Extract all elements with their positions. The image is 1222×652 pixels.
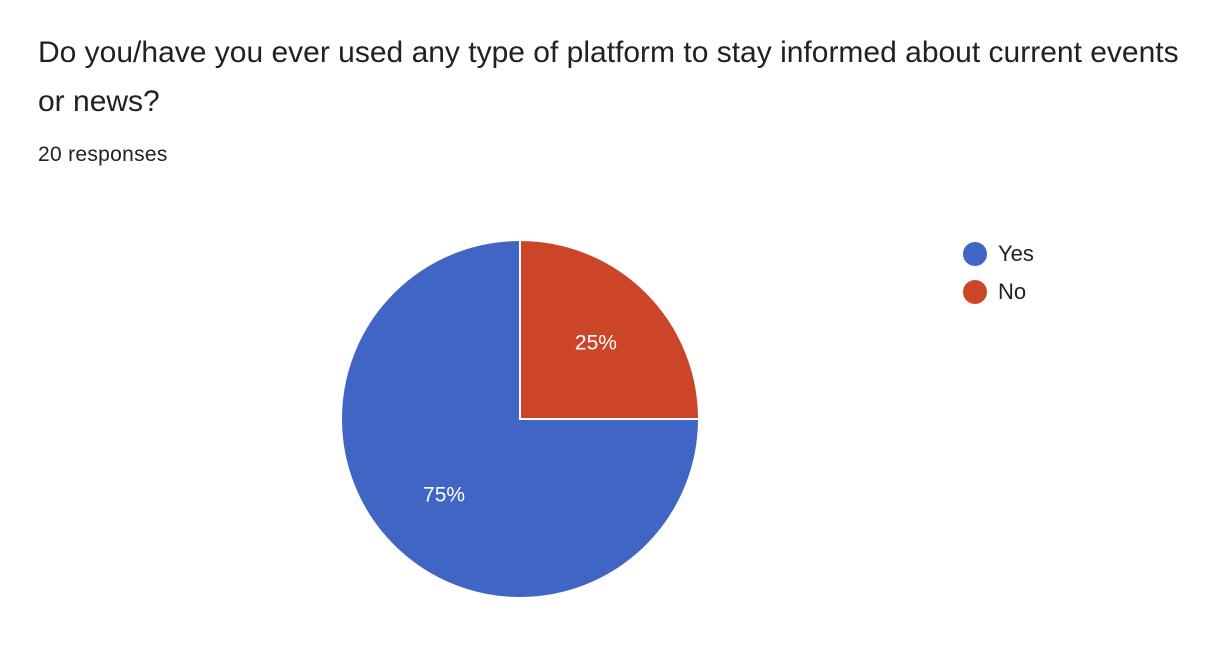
pie-slice-yes[interactable] <box>340 238 701 599</box>
legend: Yes No <box>963 235 1034 311</box>
pie-slice-no[interactable] <box>519 238 701 420</box>
pie-labels: 25% 75% <box>423 332 617 507</box>
response-count: 20 responses <box>38 143 168 166</box>
pie-label-no: 25% <box>575 332 617 355</box>
legend-item-yes[interactable]: Yes <box>963 235 1034 273</box>
legend-swatch-no <box>963 280 987 304</box>
legend-label-yes: Yes <box>998 241 1034 266</box>
legend-item-no[interactable]: No <box>963 273 1034 311</box>
legend-swatch-yes <box>963 242 987 266</box>
pie-slices <box>340 238 701 599</box>
pie-label-yes: 75% <box>423 483 465 506</box>
legend-label-no: No <box>998 279 1027 304</box>
question-title: Do you/have you ever used any type of pl… <box>38 36 1179 118</box>
